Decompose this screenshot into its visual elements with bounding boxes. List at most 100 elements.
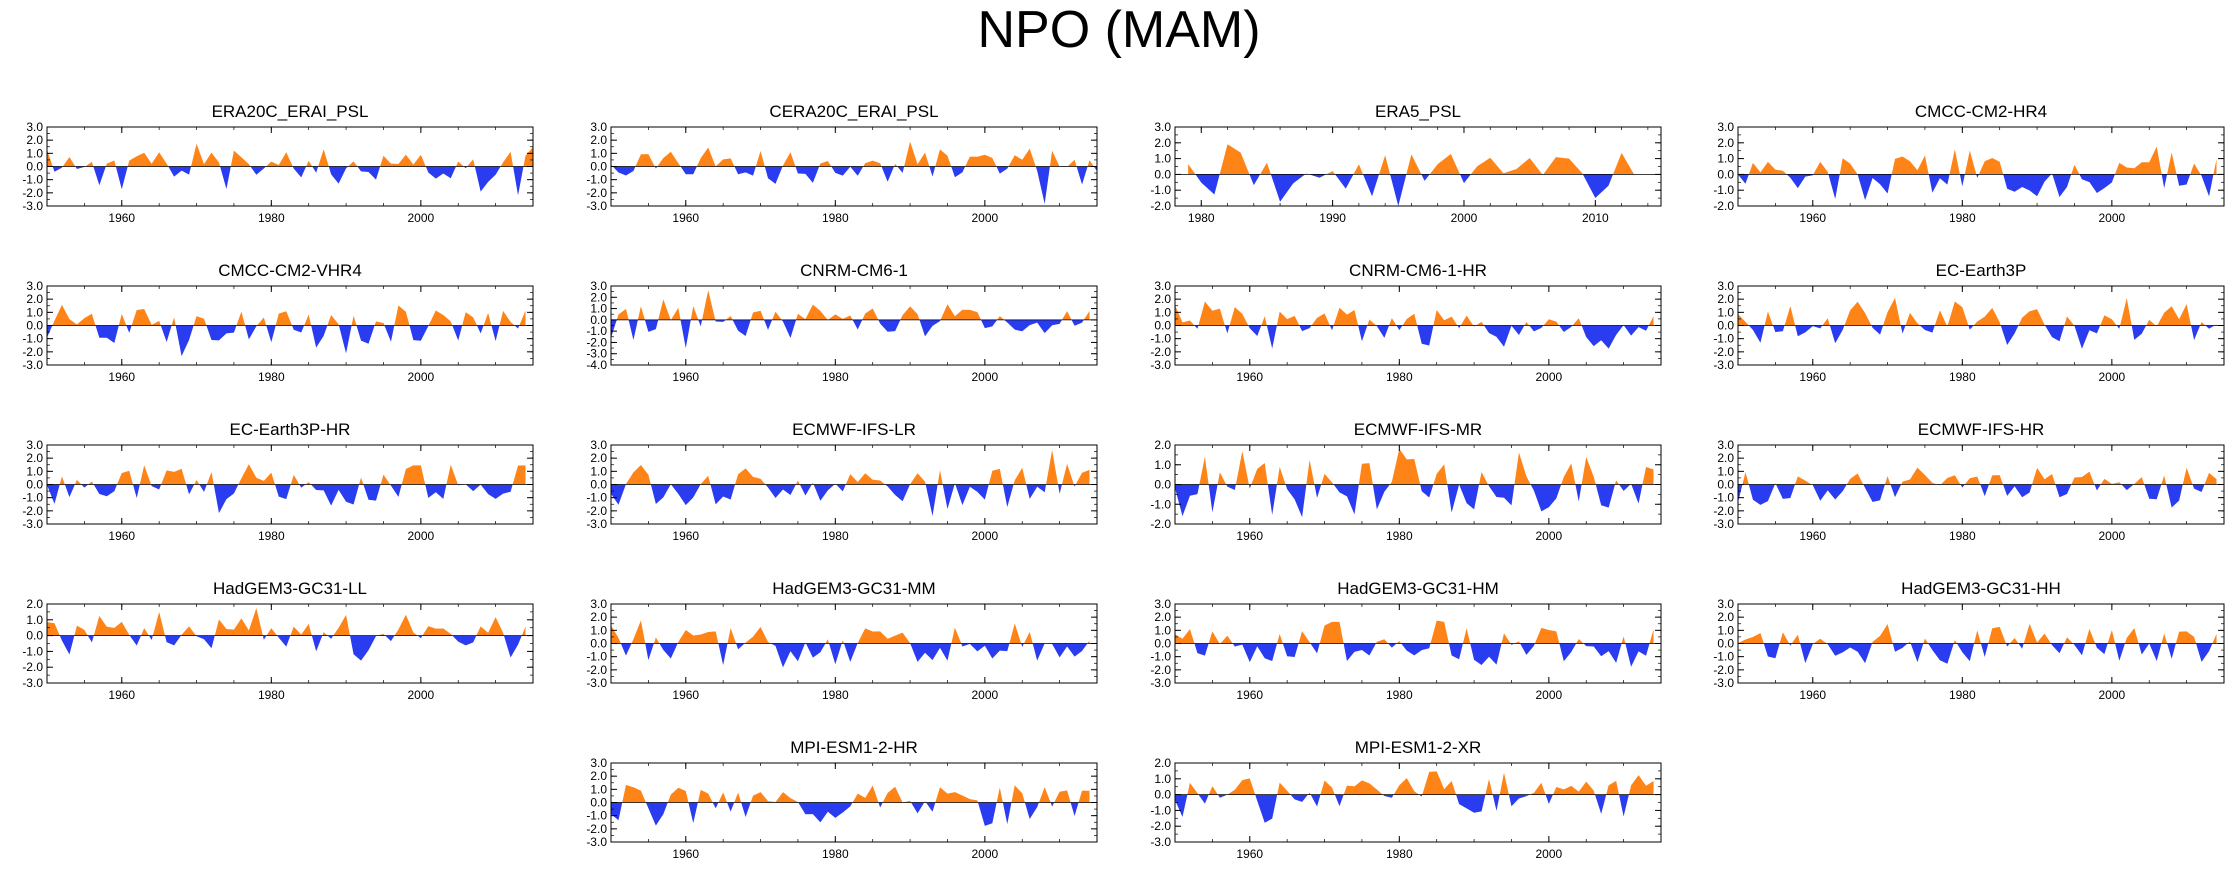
y-tick-label: 0.0 — [1717, 319, 1734, 333]
y-tick-label: -1.0 — [1713, 650, 1734, 664]
chart-panel: CNRM-CM6-1-HR 3.02.01.00.0-1.0-2.0-3.0 196… — [1150, 261, 1662, 384]
positive-area — [47, 608, 526, 636]
y-tick-label: -3.0 — [586, 199, 607, 213]
positive-area — [1742, 467, 2217, 485]
chart-panel: ECMWF-IFS-LR 3.02.01.00.0-1.0-2.0-3.0 1960… — [586, 420, 1098, 543]
negative-area — [611, 319, 1084, 349]
panel-title: EC-Earth3P-HR — [230, 420, 351, 439]
negative-area — [1748, 325, 2215, 349]
x-tick-label: 2000 — [407, 211, 434, 225]
negative-area — [1195, 174, 1635, 206]
negative-area — [47, 484, 513, 514]
y-tick-label: -2.0 — [1713, 199, 1734, 213]
negative-area — [611, 484, 1076, 516]
plot-frame — [1174, 762, 1662, 843]
y-tick-label: -2.0 — [1713, 345, 1734, 359]
x-tick-label: 1980 — [258, 688, 285, 702]
y-tick-label: -3.0 — [22, 676, 43, 690]
positive-area — [1738, 297, 2217, 326]
negative-area — [1175, 794, 1629, 823]
chart-panel: ERA5_PSL 3.0 2.0 1.00.0 -1.0 -2.0 1980 1990 2000… — [1150, 102, 1662, 225]
y-tick-label: -1.0 — [1150, 332, 1171, 346]
x-tick-label: 2000 — [1535, 847, 1562, 861]
y-tick-label: 3.0 — [1717, 597, 1734, 611]
y-tick-label: 2.0 — [26, 451, 43, 465]
y-tick-label: -3.0 — [586, 835, 607, 849]
chart-panel: ERA20C_ERAI_PSL 3.02.01.00.0-1.0-2.0-3.0 1… — [22, 102, 534, 225]
y-tick-label: -2.0 — [1150, 819, 1171, 833]
negative-area — [1175, 484, 1643, 518]
y-tick-label: 3.0 — [1154, 597, 1171, 611]
y-tick-label: 0.0 — [590, 796, 607, 810]
y-tick-label: 3.0 — [26, 438, 43, 452]
x-tick-label: 2000 — [2098, 370, 2125, 384]
y-tick-label: 0.0 — [1717, 167, 1734, 181]
negative-area — [1738, 174, 2214, 201]
x-tick-label: 1960 — [672, 847, 699, 861]
x-tick-label: 1990 — [1319, 211, 1346, 225]
panel-title: ERA5_PSL — [1375, 102, 1461, 121]
x-tick-label: 1960 — [1236, 529, 1263, 543]
y-tick-label: 0.0 — [1154, 788, 1171, 802]
x-tick-label: 1980 — [258, 529, 285, 543]
chart-panel: HadGEM3-GC31-HM 3.02.01.00.0-1.0-2.0-3.0 1… — [1150, 579, 1662, 702]
negative-area — [1738, 484, 2205, 508]
y-tick-label: -3.0 — [22, 199, 43, 213]
y-tick-label: 3.0 — [1717, 438, 1734, 452]
positive-area — [1748, 146, 2217, 175]
y-tick-label: -1.0 — [1713, 183, 1734, 197]
negative-area — [1763, 643, 2213, 664]
panel-title: EC-Earth3P — [1936, 261, 2027, 280]
y-tick-label: 0.0 — [1154, 167, 1171, 181]
y-tick-label: 0.0 — [26, 478, 43, 492]
y-tick-label: 1.0 — [590, 623, 607, 637]
chart-panel: MPI-ESM1-2-HR 3.02.01.00.0-1.0-2.0-3.0 196… — [586, 738, 1098, 861]
chart-panel: CMCC-CM2-VHR4 3.02.01.00.0-1.0-2.0-3.0 196… — [22, 261, 534, 384]
panel-title: HadGEM3-GC31-MM — [772, 579, 935, 598]
y-tick-label: 0.0 — [1717, 478, 1734, 492]
negative-area — [47, 325, 520, 357]
chart-panel: ECMWF-IFS-HR 3.02.01.00.0-1.0-2.0-3.0 1960… — [1713, 420, 2225, 543]
y-tick-label: 2.0 — [1154, 438, 1171, 452]
y-tick-label: -1.0 — [22, 332, 43, 346]
y-tick-label: -1.0 — [586, 324, 607, 338]
x-tick-label: 1980 — [822, 688, 849, 702]
x-tick-label: 1980 — [1386, 529, 1413, 543]
panel-title: MPI-ESM1-2-XR — [1355, 738, 1482, 757]
y-tick-label: 3.0 — [590, 120, 607, 134]
y-tick-label: 1.0 — [26, 464, 43, 478]
y-tick-label: 1.0 — [1717, 464, 1734, 478]
y-tick-label: -2.0 — [22, 345, 43, 359]
y-tick-label: 0.0 — [1154, 478, 1171, 492]
x-tick-label: 2000 — [1535, 688, 1562, 702]
x-tick-label: 1960 — [108, 370, 135, 384]
x-tick-label: 2000 — [2098, 529, 2125, 543]
x-tick-label: 1960 — [1799, 529, 1826, 543]
panel-title: CMCC-CM2-VHR4 — [218, 261, 362, 280]
y-tick-label: 1.0 — [590, 782, 607, 796]
panel-title: ECMWF-IFS-HR — [1918, 420, 2045, 439]
x-tick-label: 1960 — [672, 529, 699, 543]
panel-title: CERA20C_ERAI_PSL — [769, 102, 938, 121]
x-tick-label: 2000 — [1535, 529, 1562, 543]
y-tick-label: 3.0 — [590, 279, 607, 293]
y-tick-label: 1.0 — [590, 302, 607, 316]
y-tick-label: 1.0 — [1154, 152, 1171, 166]
plot-frame — [46, 603, 534, 684]
y-tick-label: 2.0 — [26, 597, 43, 611]
y-tick-label: 2.0 — [590, 133, 607, 147]
negative-area — [59, 635, 522, 661]
y-tick-label: 0.0 — [1154, 637, 1171, 651]
panel-title: CNRM-CM6-1 — [800, 261, 908, 280]
x-tick-label: 1960 — [108, 688, 135, 702]
positive-area — [1187, 771, 1654, 795]
chart-panel: HadGEM3-GC31-LL 2.0 1.0 0.0-1.0 -2.0 -3.0 1960… — [22, 579, 534, 702]
x-tick-label: 1960 — [1799, 370, 1826, 384]
y-tick-label: 0.0 — [1717, 637, 1734, 651]
negative-area — [620, 643, 1088, 668]
y-tick-label: 0.0 — [26, 160, 43, 174]
y-tick-label: 0.0 — [590, 313, 607, 327]
x-tick-label: 1980 — [1188, 211, 1215, 225]
x-tick-label: 1980 — [1949, 370, 1976, 384]
